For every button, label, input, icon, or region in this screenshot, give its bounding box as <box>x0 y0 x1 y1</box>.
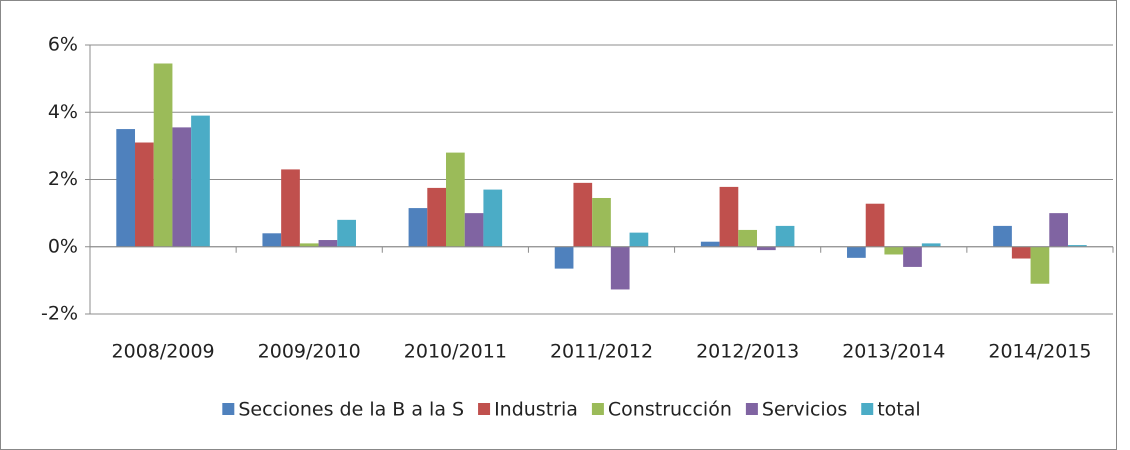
bar <box>847 246 866 258</box>
legend-label: Servicios <box>762 399 847 421</box>
bar <box>1011 246 1031 259</box>
bar <box>116 129 136 247</box>
x-tick-label: 2014/2015 <box>988 341 1091 363</box>
bar <box>573 182 593 247</box>
bar <box>1067 245 1087 247</box>
bar <box>337 219 356 247</box>
bar <box>884 246 904 255</box>
bar <box>464 213 484 247</box>
bar <box>903 246 922 267</box>
bar <box>993 225 1012 247</box>
bar <box>172 127 192 247</box>
x-tick-label: 2013/2014 <box>842 341 945 363</box>
bar <box>262 233 282 247</box>
bar <box>738 229 757 247</box>
x-tick-label: 2010/2011 <box>404 341 507 363</box>
x-tick-label: 2011/2012 <box>550 341 653 363</box>
bar <box>719 186 739 247</box>
bar <box>629 232 649 247</box>
bar <box>153 63 173 247</box>
bar <box>299 243 319 247</box>
legend-swatch <box>861 403 874 415</box>
y-tick-label: 0% <box>48 235 78 257</box>
y-tick-label: -2% <box>41 303 78 325</box>
bar <box>191 115 210 247</box>
bar <box>135 142 154 247</box>
y-tick-label: 6% <box>48 34 78 56</box>
y-tick-label: 2% <box>48 168 78 190</box>
x-tick-label: 2009/2010 <box>258 341 361 363</box>
bar <box>554 246 574 269</box>
bar <box>318 240 338 247</box>
legend-label: total <box>877 399 920 421</box>
bar <box>756 246 776 251</box>
bar <box>865 203 885 247</box>
bar <box>281 169 300 247</box>
bar <box>775 225 795 247</box>
x-tick-label: 2012/2013 <box>696 341 799 363</box>
legend-label: Construcción <box>608 399 732 421</box>
legend-swatch <box>222 403 235 415</box>
bar <box>483 189 503 247</box>
bar <box>610 246 630 290</box>
x-tick-label: 2008/2009 <box>112 341 215 363</box>
legend-swatch <box>745 403 758 415</box>
bar <box>592 197 611 247</box>
legend-swatch <box>591 403 604 415</box>
legend-swatch <box>478 403 491 415</box>
bar <box>1030 246 1050 284</box>
bar <box>408 208 428 247</box>
bar <box>446 152 465 247</box>
bar <box>700 241 720 247</box>
legend-label: Industria <box>494 399 578 421</box>
bar <box>1049 213 1068 247</box>
bar <box>921 243 941 247</box>
legend-label: Secciones de la B a la S <box>238 399 464 421</box>
bar <box>427 187 447 247</box>
y-tick-label: 4% <box>48 101 78 123</box>
